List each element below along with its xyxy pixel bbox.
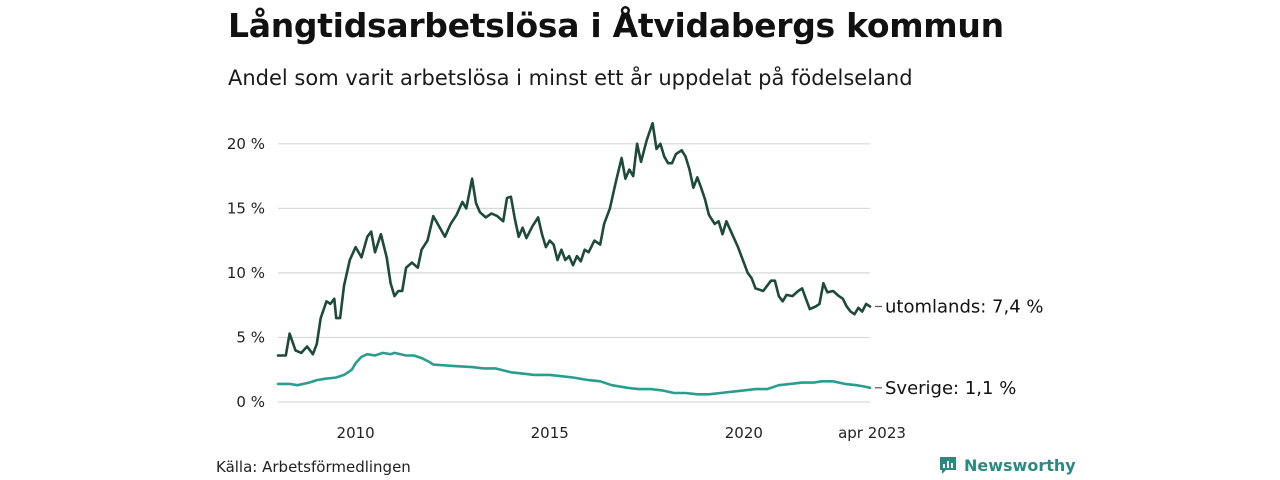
brand-name: Newsworthy: [964, 455, 1076, 475]
x-tick-label: apr 2023: [838, 424, 906, 442]
grid-lines: [278, 143, 870, 403]
end-label-sverige: Sverige: 1,1 %: [885, 378, 1016, 399]
brand-logo[interactable]: Newsworthy: [938, 455, 1076, 475]
y-tick-label: 5 %: [236, 328, 265, 346]
y-axis-ticks: 0 % 5 % 10 % 15 % 20 %: [227, 135, 265, 411]
x-axis-ticks: 2010 2015 2020 apr 2023: [337, 424, 906, 442]
x-tick-label: 2010: [337, 424, 375, 442]
series-line-sverige: [276, 351, 872, 396]
x-tick-label: 2020: [725, 424, 763, 442]
series-end-labels: utomlands: 7,4 % Sverige: 1,1 %: [875, 296, 1044, 399]
end-label-utomlands: utomlands: 7,4 %: [885, 296, 1044, 317]
series-line-utomlands: [276, 121, 872, 357]
source-note: Källa: Arbetsförmedlingen: [216, 458, 411, 476]
x-tick-label: 2015: [531, 424, 569, 442]
y-tick-label: 20 %: [227, 135, 265, 153]
y-tick-label: 15 %: [227, 199, 265, 217]
series-lines: [276, 121, 872, 396]
y-tick-label: 10 %: [227, 264, 265, 282]
newsworthy-logo-icon: [940, 457, 956, 474]
y-tick-label: 0 %: [236, 393, 265, 411]
chart-title: Långtidsarbetslösa i Åtvidabergs kommun: [228, 6, 1004, 45]
chart-subtitle: Andel som varit arbetslösa i minst ett å…: [228, 66, 913, 90]
